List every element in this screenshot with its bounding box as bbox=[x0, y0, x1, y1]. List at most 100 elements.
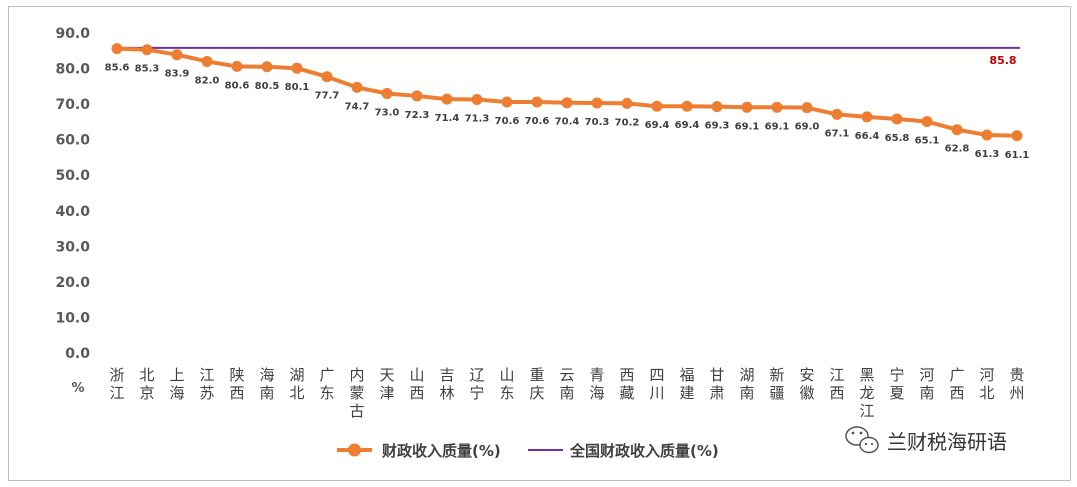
watermark-text: 兰财税海研语 bbox=[887, 430, 1007, 454]
data-label: 70.3 bbox=[585, 117, 610, 128]
data-label: 73.0 bbox=[375, 107, 400, 118]
data-point bbox=[1011, 130, 1023, 142]
x-category-label: 西藏 bbox=[619, 366, 634, 402]
y-tick-label: 60.0 bbox=[55, 133, 90, 149]
y-axis: 0.0 10.0 20.0 30.0 40.0 50.0 60.0 70.0 80.0 90.0 bbox=[55, 26, 90, 362]
data-label: 71.3 bbox=[465, 113, 490, 124]
data-label: 80.5 bbox=[255, 81, 280, 92]
x-category-label: 重庆 bbox=[529, 366, 544, 402]
data-label: 71.4 bbox=[435, 113, 460, 124]
data-label: 82.0 bbox=[195, 75, 220, 86]
x-category-label: 辽宁 bbox=[469, 366, 484, 402]
data-labels: 85.6 85.3 83.9 82.0 80.6 80.5 80.1 77.7 74.7 73.0… bbox=[105, 63, 1030, 161]
x-axis-categories: 浙江北京上海江苏陕西海南湖北广东内蒙古天津山西吉林辽宁山东重庆云南青海西藏四川福… bbox=[109, 366, 1024, 420]
y-tick-label: 40.0 bbox=[55, 204, 90, 220]
legend-label-series: 财政收入质量(%) bbox=[382, 442, 501, 460]
x-category-label: 山西 bbox=[409, 366, 424, 402]
x-category-label: 新疆 bbox=[769, 366, 784, 402]
x-category-label: 北京 bbox=[139, 366, 154, 402]
data-label: 70.6 bbox=[495, 116, 520, 127]
y-tick-label: 0.0 bbox=[65, 346, 90, 362]
y-tick-label: 70.0 bbox=[55, 97, 90, 113]
x-category-label: 陕西 bbox=[229, 366, 244, 402]
data-label: 83.9 bbox=[165, 69, 190, 80]
data-point bbox=[171, 49, 183, 61]
x-category-label: 上海 bbox=[169, 366, 184, 402]
x-category-label: 云南 bbox=[559, 366, 574, 402]
data-point bbox=[501, 96, 513, 108]
x-category-label: 福建 bbox=[679, 366, 694, 402]
data-point bbox=[591, 97, 603, 109]
legend-marker-dot-series bbox=[348, 443, 361, 457]
data-label: 65.8 bbox=[885, 133, 910, 144]
x-category-label: 浙江 bbox=[109, 366, 124, 402]
data-point bbox=[741, 101, 753, 113]
data-point bbox=[621, 97, 633, 109]
chart-frame bbox=[8, 6, 1071, 481]
data-point bbox=[381, 87, 393, 99]
data-point bbox=[981, 129, 993, 141]
data-label: 69.1 bbox=[735, 121, 760, 132]
x-category-label: 江苏 bbox=[199, 366, 214, 402]
data-point bbox=[411, 90, 423, 102]
data-point bbox=[771, 101, 783, 113]
x-category-label: 河南 bbox=[919, 366, 934, 402]
data-point bbox=[141, 44, 153, 56]
data-point bbox=[231, 60, 243, 72]
x-category-label: 天津 bbox=[379, 366, 394, 402]
data-point bbox=[711, 101, 723, 113]
y-tick-label: 80.0 bbox=[55, 62, 90, 78]
legend-label-national: 全国财政收入质量(%) bbox=[569, 442, 719, 460]
x-category-label: 广西 bbox=[949, 366, 964, 402]
data-point bbox=[681, 100, 693, 112]
data-label: 72.3 bbox=[405, 110, 430, 121]
watermark: 兰财税海研语 bbox=[845, 426, 1007, 454]
x-category-label: 宁夏 bbox=[889, 366, 904, 402]
data-label: 65.1 bbox=[915, 136, 940, 147]
data-label: 66.4 bbox=[855, 131, 880, 142]
x-category-label: 甘肃 bbox=[709, 366, 724, 402]
y-tick-label: 90.0 bbox=[55, 26, 90, 42]
wechat-icon bbox=[845, 426, 879, 454]
x-category-label: 湖南 bbox=[739, 366, 754, 402]
x-category-label: 广东 bbox=[319, 366, 334, 402]
y-tick-label: 10.0 bbox=[55, 310, 90, 326]
data-point bbox=[291, 62, 303, 74]
x-category-label: 四川 bbox=[649, 366, 664, 402]
x-category-label: 山东 bbox=[499, 366, 514, 402]
data-point bbox=[801, 102, 813, 114]
data-label: 85.3 bbox=[135, 64, 160, 75]
y-tick-label: 20.0 bbox=[55, 275, 90, 291]
x-category-label: 贵州 bbox=[1009, 366, 1024, 402]
data-point bbox=[891, 113, 903, 125]
x-category-label: 江西 bbox=[829, 366, 844, 402]
data-label: 70.4 bbox=[555, 117, 580, 128]
y-unit-label: % bbox=[71, 381, 84, 396]
data-label: 69.1 bbox=[765, 121, 790, 132]
data-point bbox=[831, 108, 843, 120]
data-point bbox=[351, 81, 363, 93]
data-label: 69.3 bbox=[705, 121, 730, 132]
data-point bbox=[951, 124, 963, 136]
data-label: 69.4 bbox=[675, 120, 700, 131]
x-category-label: 湖北 bbox=[289, 366, 304, 402]
data-label: 85.6 bbox=[105, 63, 130, 74]
data-point bbox=[201, 55, 213, 67]
data-point bbox=[261, 61, 273, 73]
data-label: 74.7 bbox=[345, 101, 370, 112]
data-label: 61.1 bbox=[1005, 150, 1030, 161]
data-point bbox=[321, 71, 333, 83]
data-point bbox=[921, 116, 933, 128]
x-category-label: 黑龙江 bbox=[859, 366, 874, 420]
data-label: 80.1 bbox=[285, 82, 310, 93]
data-point bbox=[441, 93, 453, 105]
data-label: 69.4 bbox=[645, 120, 670, 131]
x-category-label: 吉林 bbox=[439, 366, 454, 402]
data-point bbox=[471, 93, 483, 105]
data-point bbox=[861, 111, 873, 123]
data-label: 70.2 bbox=[615, 117, 640, 128]
x-category-label: 青海 bbox=[589, 366, 604, 402]
data-label: 69.0 bbox=[795, 122, 820, 133]
data-point bbox=[651, 100, 663, 112]
